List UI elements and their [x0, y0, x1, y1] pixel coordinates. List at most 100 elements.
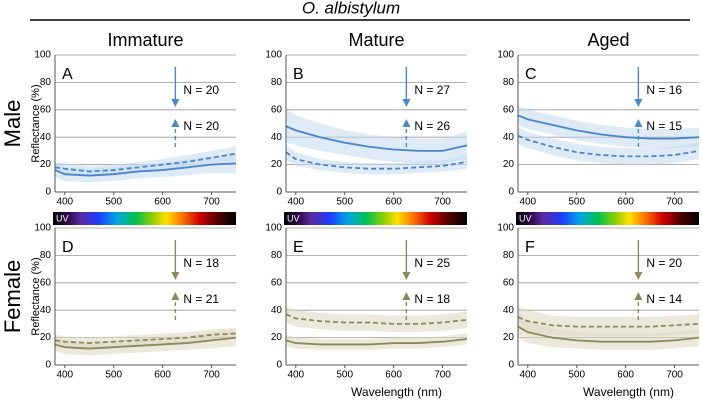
x-tick-label: 700: [666, 197, 683, 208]
x-tick-label: 700: [666, 370, 683, 381]
error-band: [55, 328, 236, 349]
x-tick-label: 500: [336, 370, 353, 381]
sample-size: N = 20: [646, 256, 682, 270]
sample-size: N = 21: [183, 292, 219, 306]
row-label: Female: [0, 260, 25, 333]
x-tick-label: 400: [56, 197, 73, 208]
row-label: Male: [0, 100, 25, 148]
x-axis-label: Wavelength (nm): [351, 385, 442, 399]
x-tick-label: 600: [154, 197, 171, 208]
x-tick-label: 600: [385, 197, 402, 208]
y-tick-label: 100: [34, 223, 51, 234]
y-axis-label: Reflectance (%): [30, 257, 42, 335]
x-tick-label: 500: [105, 197, 122, 208]
y-tick-label: 20: [271, 332, 283, 343]
panel-letter: A: [62, 66, 73, 83]
arrow-head: [634, 119, 643, 127]
y-tick-label: 60: [271, 104, 283, 115]
y-tick-label: 100: [497, 223, 514, 234]
series-line: [517, 316, 700, 328]
x-tick-label: 500: [568, 197, 585, 208]
y-tick-label: 80: [40, 250, 52, 261]
panel-letter: B: [293, 66, 304, 83]
series-line: [285, 125, 468, 152]
arrow-head: [634, 292, 643, 300]
x-axis-label: Wavelength (nm): [583, 385, 674, 399]
sample-size: N = 27: [414, 83, 450, 97]
y-tick-label: 40: [40, 132, 52, 143]
sample-size: N = 18: [183, 256, 219, 270]
x-tick-label: 600: [617, 197, 634, 208]
y-tick-label: 100: [34, 50, 51, 61]
y-tick-label: 20: [503, 159, 515, 170]
y-tick-label: 40: [503, 132, 515, 143]
arrow-head: [402, 272, 411, 280]
series-line: [54, 332, 237, 344]
y-tick-label: 20: [40, 159, 52, 170]
x-tick-label: 400: [287, 197, 304, 208]
error-band: [518, 306, 699, 337]
arrow-head: [171, 292, 180, 300]
series-line: [285, 151, 468, 170]
figure-title: O. albistylum: [302, 0, 400, 17]
x-tick-label: 500: [336, 197, 353, 208]
spectrum-bar: [284, 212, 467, 225]
y-tick-label: 60: [503, 277, 515, 288]
y-tick-label: 20: [271, 159, 283, 170]
sample-size: N = 14: [646, 292, 682, 306]
sample-size: N = 25: [414, 256, 450, 270]
spectrum-label: UV: [519, 213, 532, 223]
panel-letter: C: [525, 66, 537, 83]
sample-size: N = 20: [183, 119, 219, 133]
y-tick-label: 60: [40, 104, 52, 115]
error-band: [286, 109, 467, 164]
y-tick-label: 0: [45, 187, 51, 198]
y-tick-label: 80: [503, 250, 515, 261]
x-tick-label: 700: [203, 370, 220, 381]
y-tick-label: 0: [45, 360, 51, 371]
y-tick-label: 80: [271, 77, 283, 88]
y-tick-label: 60: [40, 277, 52, 288]
series-line: [54, 152, 237, 173]
arrow-head: [634, 99, 643, 107]
column-header: Immature: [107, 30, 183, 50]
sample-size: N = 15: [646, 119, 682, 133]
x-tick-label: 500: [568, 370, 585, 381]
arrow-head: [171, 99, 180, 107]
arrow-head: [402, 292, 411, 300]
spectrum-bar: [53, 212, 236, 225]
y-tick-label: 40: [271, 132, 283, 143]
series-line: [54, 336, 237, 350]
spectrum-label: UV: [287, 213, 300, 223]
series-line: [54, 162, 237, 177]
series-line: [517, 114, 700, 140]
y-tick-label: 60: [503, 104, 515, 115]
column-header: Mature: [348, 30, 404, 50]
series-line: [285, 313, 468, 325]
column-header: Aged: [587, 30, 629, 50]
x-tick-label: 400: [287, 370, 304, 381]
arrow-head: [634, 272, 643, 280]
y-tick-label: 100: [497, 50, 514, 61]
series-line: [517, 135, 700, 158]
error-band: [286, 306, 467, 333]
x-tick-label: 600: [154, 370, 171, 381]
x-tick-label: 500: [105, 370, 122, 381]
y-tick-label: 80: [271, 250, 283, 261]
y-tick-label: 0: [276, 360, 282, 371]
y-tick-label: 40: [40, 305, 52, 316]
x-tick-label: 400: [56, 370, 73, 381]
y-tick-label: 100: [265, 50, 282, 61]
panel-letter: F: [525, 239, 535, 256]
x-tick-label: 700: [434, 370, 451, 381]
panel-letter: D: [62, 239, 74, 256]
y-tick-label: 20: [40, 332, 52, 343]
y-axis-label: Reflectance (%): [30, 84, 42, 162]
x-tick-label: 400: [519, 370, 536, 381]
y-tick-label: 0: [508, 187, 514, 198]
x-tick-label: 700: [434, 197, 451, 208]
sample-size: N = 18: [414, 292, 450, 306]
error-band: [286, 333, 467, 350]
sample-size: N = 16: [646, 83, 682, 97]
x-tick-label: 600: [617, 370, 634, 381]
